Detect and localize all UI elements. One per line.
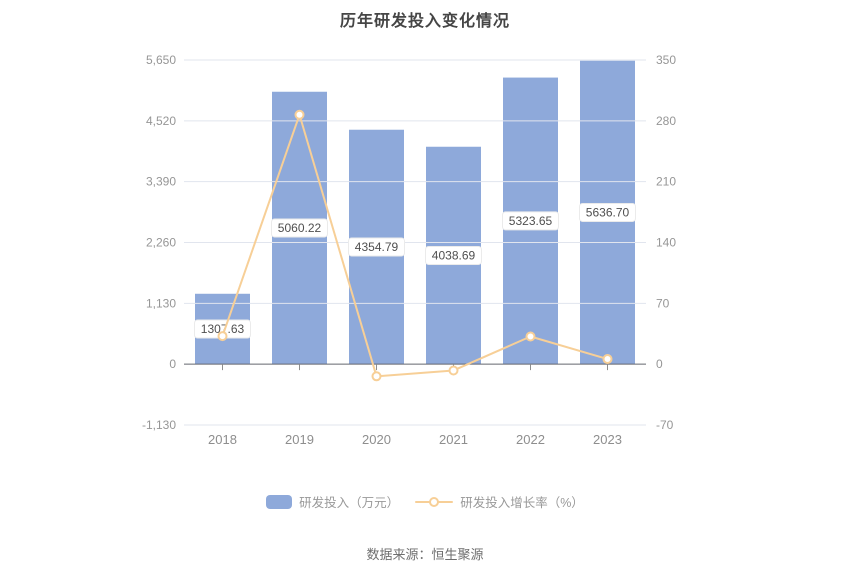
legend: 研发投入（万元） 研发投入增长率（%） <box>0 492 850 511</box>
left-axis-label: 2,260 <box>146 236 176 250</box>
legend-item-line[interactable]: 研发投入增长率（%） <box>415 492 584 511</box>
x-axis-label: 2020 <box>362 432 391 447</box>
left-axis-label: 3,390 <box>146 175 176 189</box>
bar-value-pill <box>348 237 405 257</box>
right-axis-label: 140 <box>656 236 676 250</box>
bar-swatch-icon <box>266 494 293 509</box>
line-swatch-ring <box>429 496 440 507</box>
bar-value-label: 4354.79 <box>355 240 399 254</box>
line-swatch-icon <box>415 495 454 509</box>
bar-value-label: 5060.22 <box>278 221 322 235</box>
x-axis-label: 2022 <box>516 432 545 447</box>
bar-value-pill <box>502 211 559 231</box>
x-axis-label: 2019 <box>285 432 314 447</box>
legend-line-label: 研发投入增长率（%） <box>460 496 584 510</box>
line-marker-2023 <box>602 354 613 365</box>
x-axis-label: 2023 <box>593 432 622 447</box>
bar-value-label: 4038.69 <box>432 248 476 262</box>
line-marker-2018 <box>217 331 228 342</box>
right-axis-label: 280 <box>656 114 676 128</box>
line-marker-2021 <box>448 365 459 376</box>
bar-value-label: 1307.63 <box>201 322 245 336</box>
line-marker-2019 <box>294 109 305 120</box>
chart-title: 历年研发投入变化情况 <box>339 13 510 30</box>
growth-line <box>221 113 609 378</box>
left-axis-label: 1,130 <box>146 296 176 310</box>
right-axis-label: -70 <box>656 418 674 432</box>
left-axis-label: 0 <box>169 357 176 371</box>
right-axis-label: 350 <box>656 53 676 67</box>
right-axis-label: 210 <box>656 175 676 189</box>
left-axis-label: 5,650 <box>146 53 176 67</box>
line-marker-2022 <box>525 331 536 342</box>
line-marker-2020 <box>371 371 382 382</box>
bar-value-label: 5636.70 <box>586 205 630 219</box>
x-axis-label: 2021 <box>439 432 468 447</box>
right-axis-label: 0 <box>656 357 663 371</box>
bar-value-pill <box>271 218 328 238</box>
bar-value-pill <box>579 202 636 222</box>
legend-item-bar[interactable]: 研发投入（万元） <box>266 492 399 511</box>
legend-bar-label: 研发投入（万元） <box>299 496 400 510</box>
bar-value-pill <box>425 245 482 265</box>
right-axis-label: 70 <box>656 296 670 310</box>
bar-value-label: 5323.65 <box>509 214 553 228</box>
left-axis-label: -1,130 <box>142 418 176 432</box>
data-source: 数据来源：恒生聚源 <box>366 547 484 562</box>
left-axis-label: 4,520 <box>146 114 176 128</box>
x-axis-label: 2018 <box>208 432 237 447</box>
